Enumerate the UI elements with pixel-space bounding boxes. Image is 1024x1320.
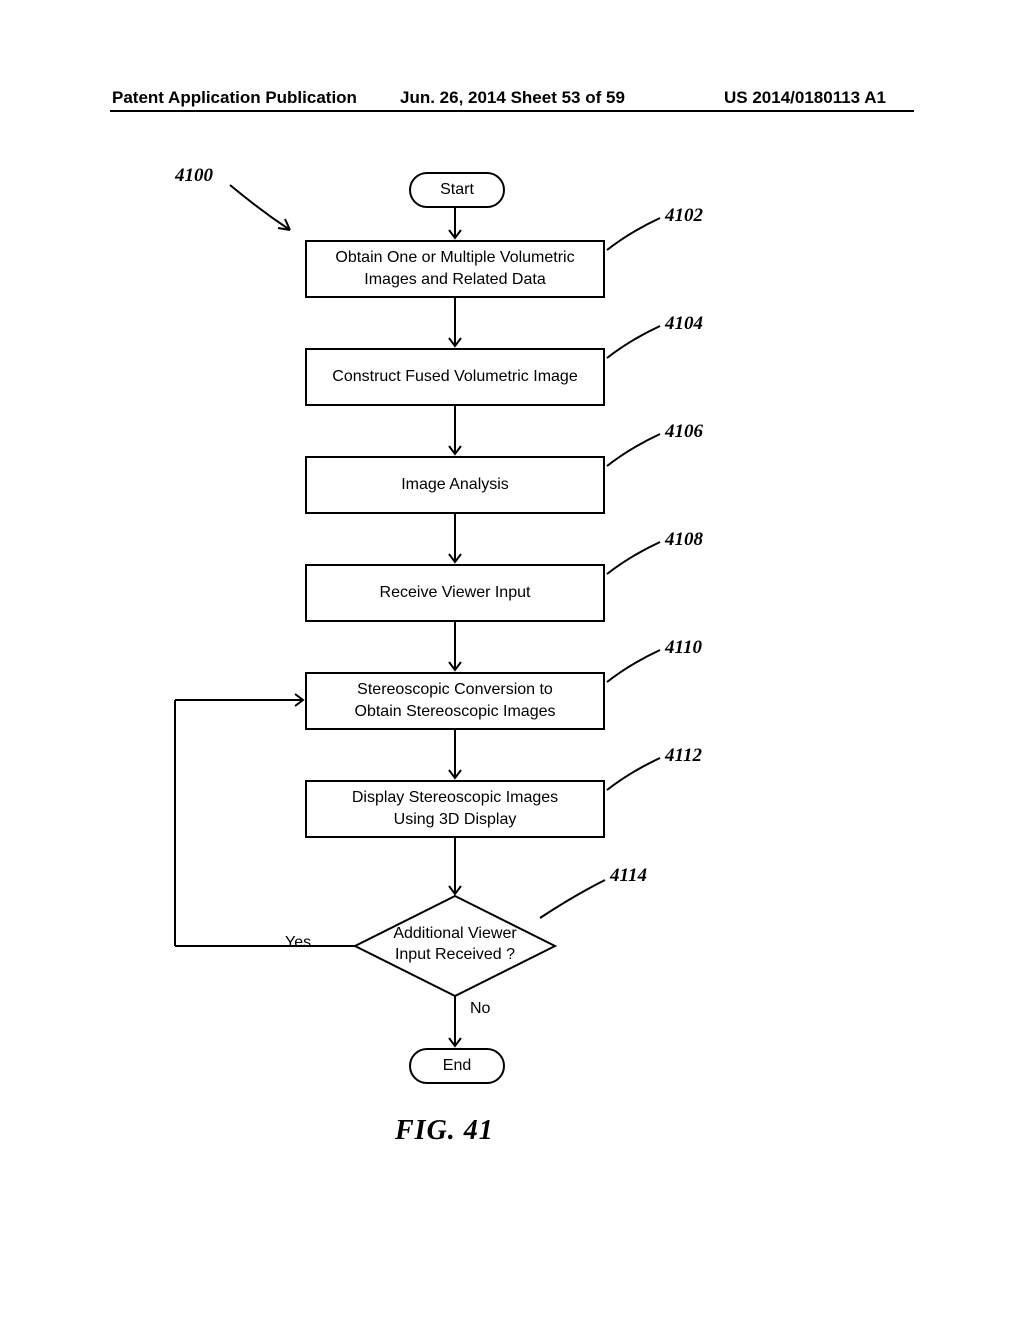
- n4112-line2: Using 3D Display: [352, 809, 558, 831]
- ref-4110: 4110: [665, 637, 702, 659]
- ref-4108: 4108: [665, 529, 703, 551]
- n4114-line2: Input Received ?: [365, 945, 545, 966]
- n4104-label: Construct Fused Volumetric Image: [332, 366, 577, 388]
- process-4104: Construct Fused Volumetric Image: [305, 348, 605, 406]
- decision-4114-text: Additional Viewer Input Received ?: [365, 924, 545, 966]
- terminator-end: End: [409, 1048, 505, 1084]
- terminator-start: Start: [409, 172, 505, 208]
- n4114-line1: Additional Viewer: [365, 924, 545, 945]
- ref-4104: 4104: [665, 313, 703, 335]
- n4112-line1: Display Stereoscopic Images: [352, 787, 558, 809]
- ref-4100: 4100: [175, 165, 213, 187]
- start-label: Start: [440, 181, 474, 199]
- flowchart-svg: [0, 0, 1024, 1320]
- edge-label-no: No: [470, 1000, 490, 1018]
- ref-4106: 4106: [665, 421, 703, 443]
- n4102-line1: Obtain One or Multiple Volumetric: [335, 247, 574, 269]
- edge-label-yes: Yes: [285, 934, 311, 952]
- process-4110: Stereoscopic Conversion to Obtain Stereo…: [305, 672, 605, 730]
- process-4106: Image Analysis: [305, 456, 605, 514]
- n4106-label: Image Analysis: [401, 474, 509, 496]
- process-4102: Obtain One or Multiple Volumetric Images…: [305, 240, 605, 298]
- ref-4114: 4114: [610, 865, 647, 887]
- n4110-line2: Obtain Stereoscopic Images: [355, 701, 556, 723]
- ref-4112: 4112: [665, 745, 702, 767]
- n4108-label: Receive Viewer Input: [380, 582, 531, 604]
- n4110-line1: Stereoscopic Conversion to: [355, 679, 556, 701]
- end-label: End: [443, 1057, 471, 1075]
- process-4112: Display Stereoscopic Images Using 3D Dis…: [305, 780, 605, 838]
- n4102-line2: Images and Related Data: [335, 269, 574, 291]
- page: Patent Application Publication Jun. 26, …: [0, 0, 1024, 1320]
- figure-caption: FIG. 41: [395, 1115, 494, 1147]
- ref-4102: 4102: [665, 205, 703, 227]
- process-4108: Receive Viewer Input: [305, 564, 605, 622]
